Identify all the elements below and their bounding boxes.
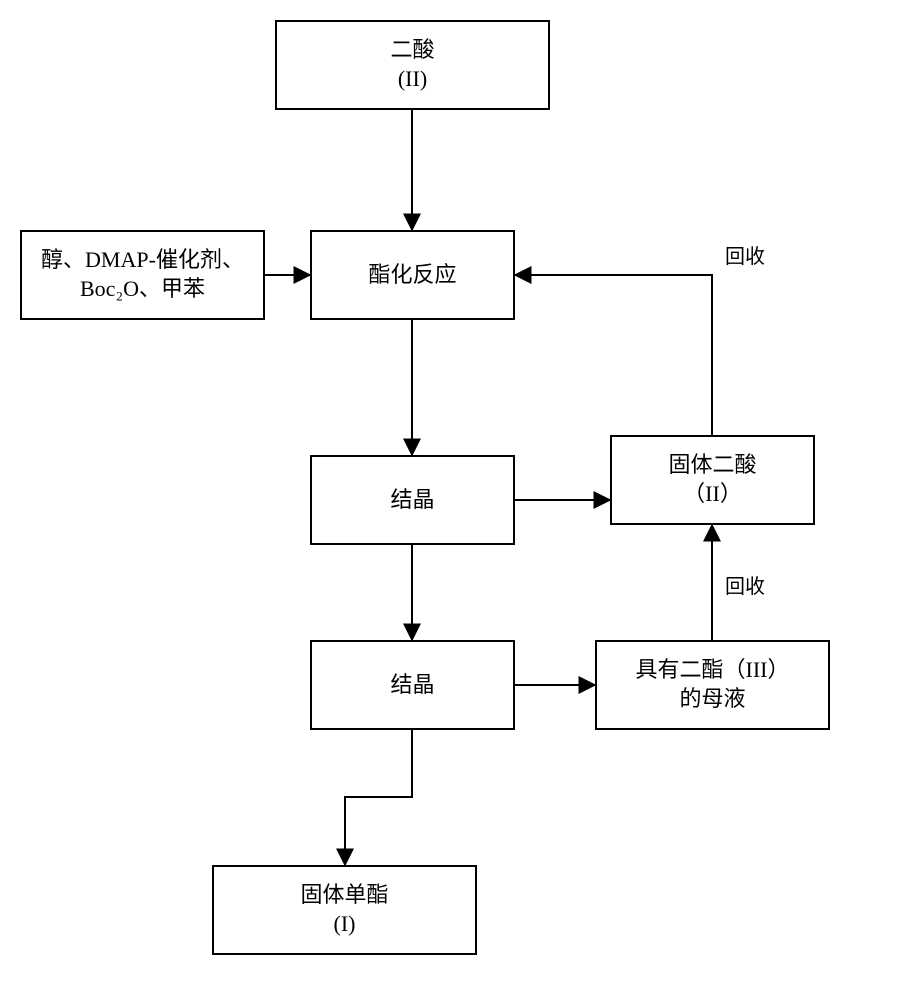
- node-solid-diacid: 固体二酸 （II）: [610, 435, 815, 525]
- node-solid-monoester: 固体单酯 (I): [212, 865, 477, 955]
- edge-label: 回收: [725, 240, 765, 269]
- node-reagents: 醇、DMAP-催化剂、 Boc₂O、甲苯: [20, 230, 265, 320]
- node-mother-liquor: 具有二酯（III） 的母液: [595, 640, 830, 730]
- node-label-line2: (II): [398, 65, 427, 94]
- node-label-line1: 具有二酯（III）: [636, 656, 790, 685]
- node-label-line1: 二酸: [390, 36, 434, 65]
- node-label-line2: Boc₂O、甲苯: [80, 275, 205, 304]
- node-crystallization-1: 结晶: [310, 455, 515, 545]
- node-label-line2: 的母液: [679, 685, 745, 714]
- node-label-line1: 固体单酯: [300, 881, 388, 910]
- node-crystallization-2: 结晶: [310, 640, 515, 730]
- flowchart-canvas: 二酸 (II) 醇、DMAP-催化剂、 Boc₂O、甲苯 酯化反应 结晶 固体二…: [0, 0, 897, 1000]
- node-label-line2: （II）: [683, 480, 742, 509]
- edge-label: 回收: [725, 570, 765, 599]
- node-diacid: 二酸 (II): [275, 20, 550, 110]
- node-label-line1: 结晶: [390, 486, 434, 515]
- node-esterification: 酯化反应: [310, 230, 515, 320]
- node-label-line1: 醇、DMAP-催化剂、: [41, 246, 244, 275]
- node-label-line1: 结晶: [390, 671, 434, 700]
- node-label-line1: 固体二酸: [668, 451, 756, 480]
- node-label-line2: (I): [334, 910, 356, 939]
- edge: [515, 275, 712, 435]
- node-label-line1: 酯化反应: [368, 261, 456, 290]
- edge: [345, 730, 412, 865]
